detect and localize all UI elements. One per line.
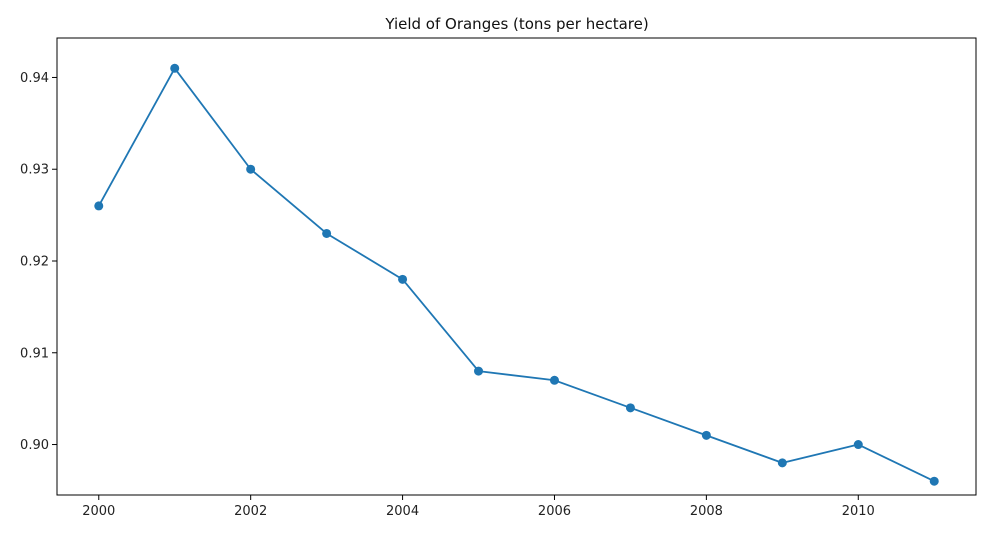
chart-title: Yield of Oranges (tons per hectare) bbox=[384, 15, 648, 33]
data-point bbox=[94, 201, 104, 211]
x-tick-label: 2006 bbox=[538, 504, 571, 519]
data-point bbox=[625, 403, 635, 413]
plot-area bbox=[56, 37, 977, 496]
data-point bbox=[246, 164, 256, 174]
y-tick-label: 0.93 bbox=[20, 163, 49, 178]
data-point bbox=[474, 366, 484, 376]
y-tick-label: 0.94 bbox=[20, 71, 49, 86]
data-point bbox=[853, 440, 863, 450]
series-line bbox=[97, 67, 935, 483]
x-tick-label: 2004 bbox=[386, 504, 419, 519]
y-tick-label: 0.91 bbox=[20, 346, 49, 361]
data-point bbox=[701, 430, 711, 440]
data-point bbox=[929, 476, 939, 486]
series-layer bbox=[94, 63, 939, 486]
data-point bbox=[322, 228, 332, 238]
axes-frame bbox=[56, 37, 977, 496]
data-point bbox=[777, 458, 787, 468]
x-axis: 2000 2002 2004 2006 2008 2010 bbox=[82, 495, 875, 519]
x-tick-label: 2002 bbox=[234, 504, 267, 519]
x-tick-label: 2000 bbox=[82, 504, 115, 519]
data-point bbox=[170, 63, 180, 73]
x-tick-label: 2008 bbox=[690, 504, 723, 519]
y-tick-label: 0.92 bbox=[20, 254, 49, 269]
data-point bbox=[549, 375, 559, 385]
y-tick-label: 0.90 bbox=[20, 438, 49, 453]
data-point bbox=[398, 274, 408, 284]
y-axis: 0.90 0.91 0.92 0.93 0.94 bbox=[20, 71, 57, 453]
x-tick-label: 2010 bbox=[842, 504, 875, 519]
